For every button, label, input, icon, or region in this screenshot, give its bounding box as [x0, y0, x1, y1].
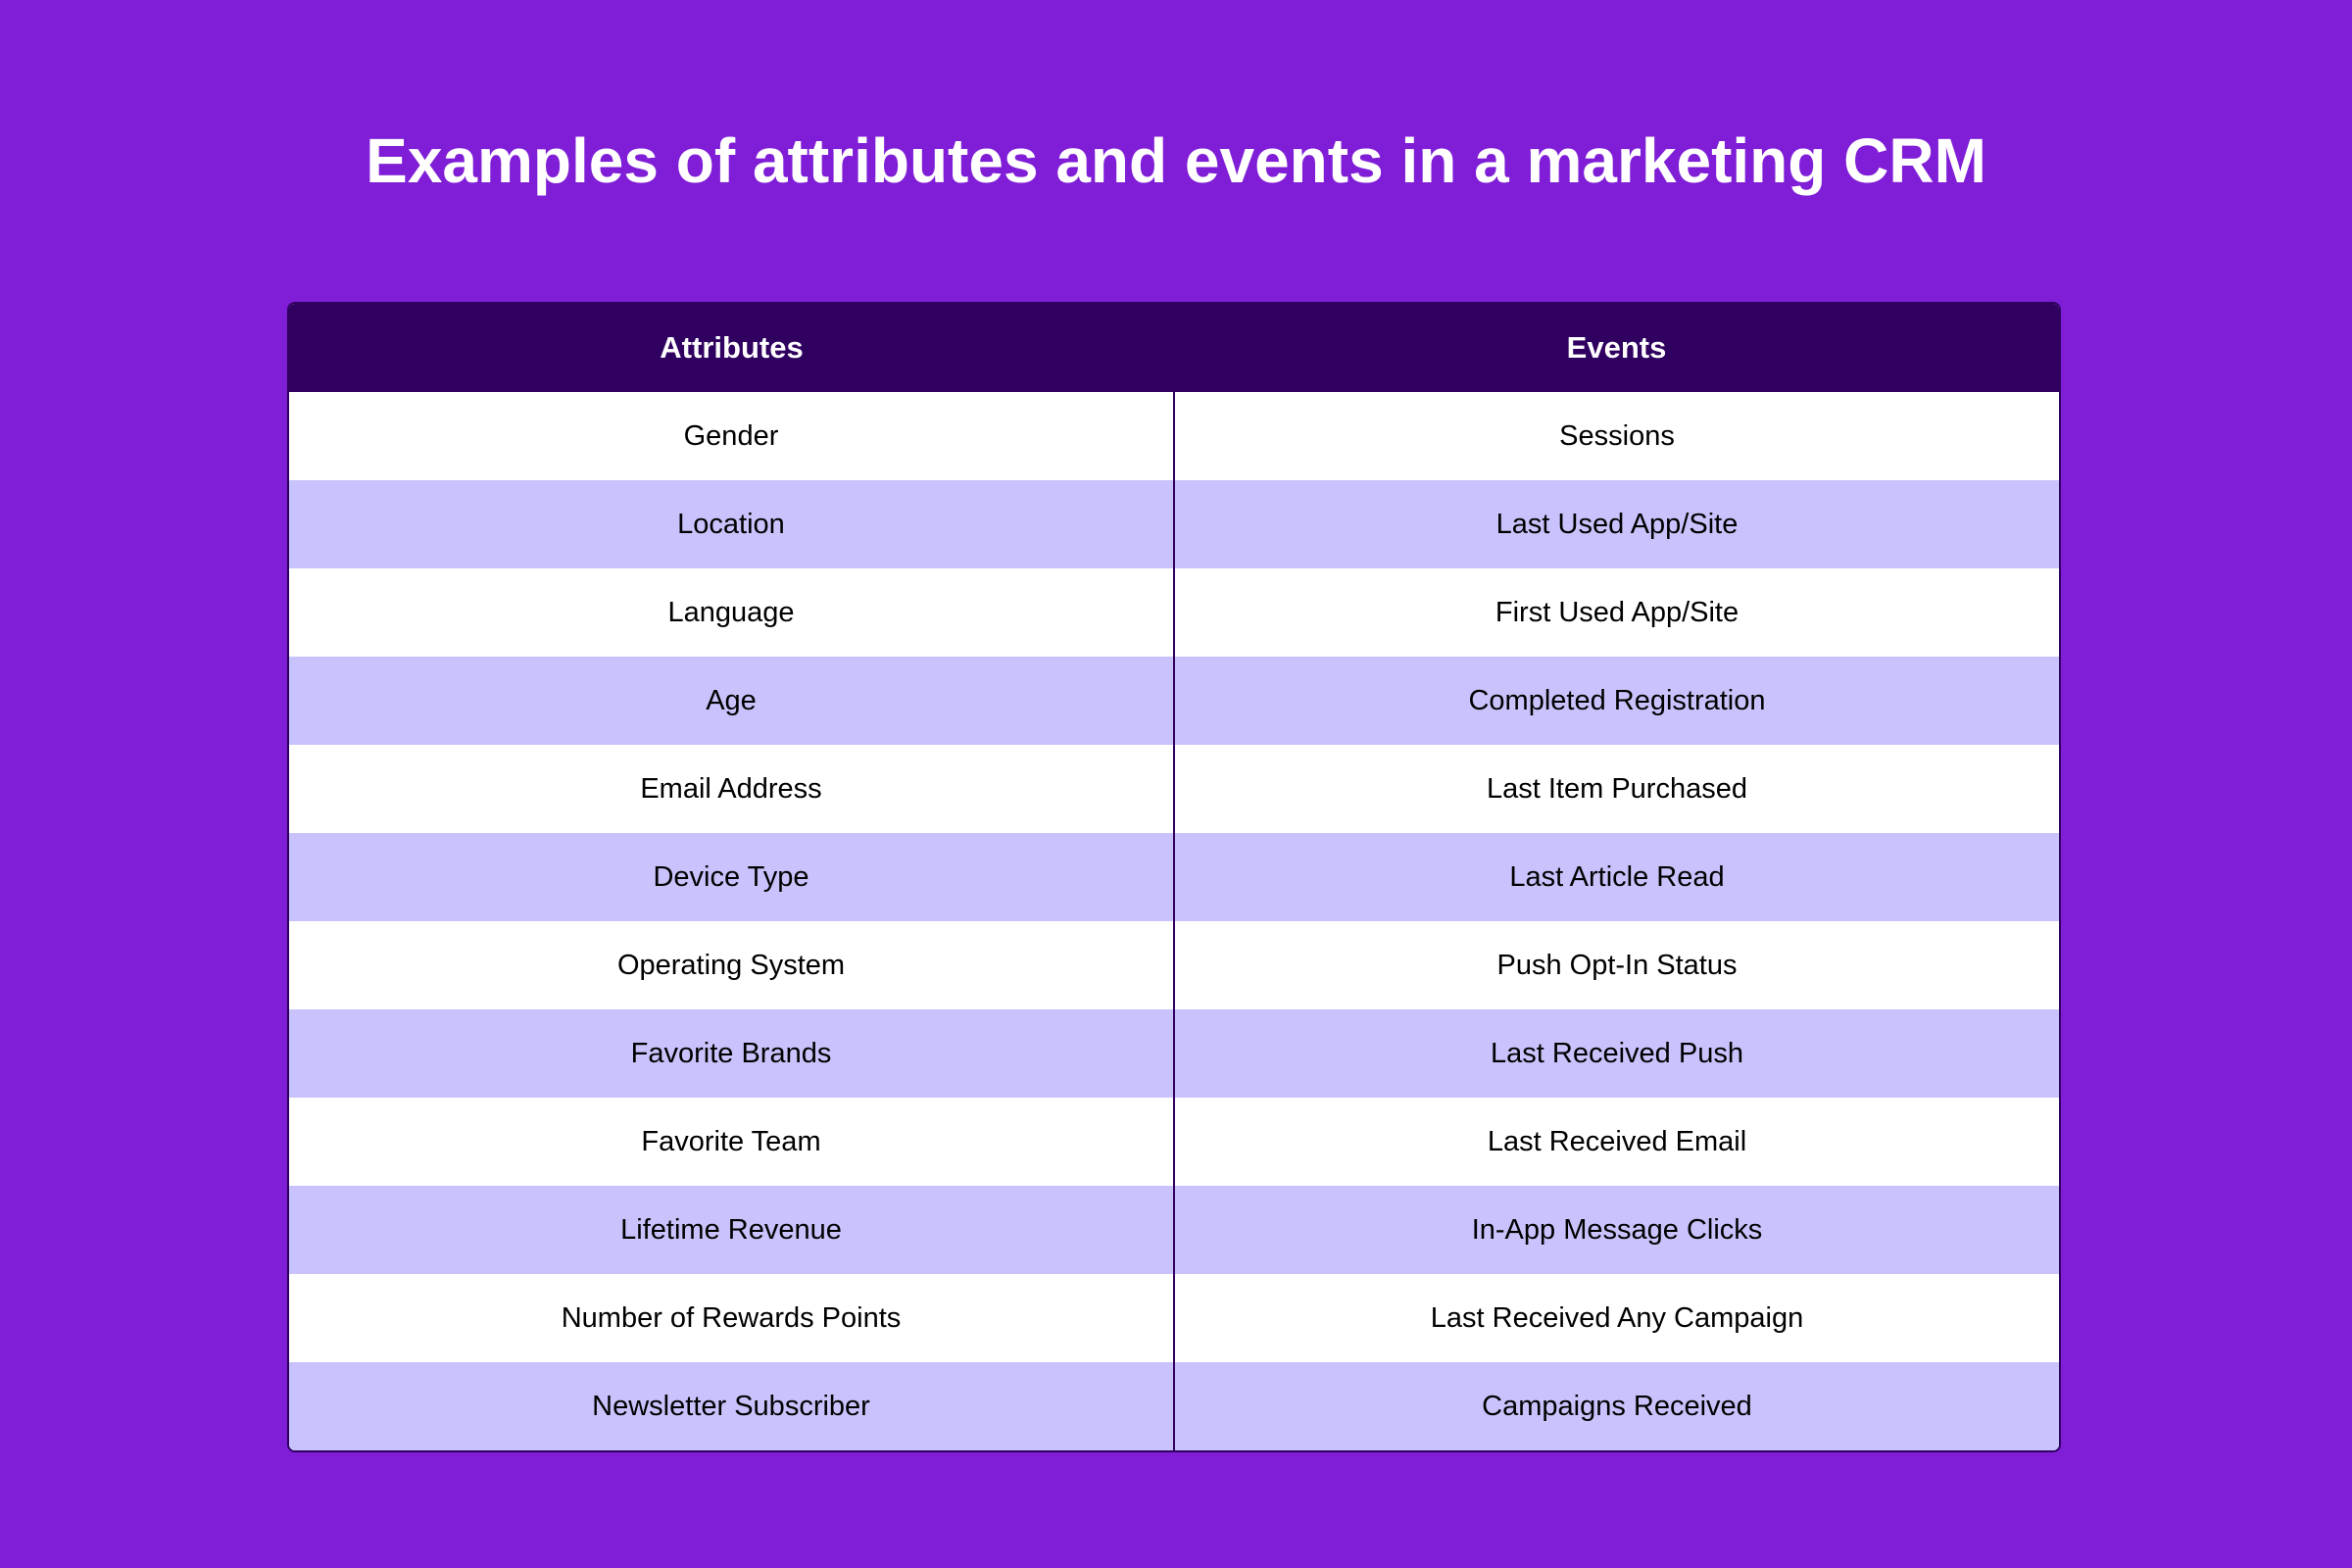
event-cell: Last Received Any Campaign: [1430, 1301, 1804, 1334]
event-cell: Sessions: [1559, 419, 1675, 452]
attribute-cell: Gender: [289, 392, 1175, 480]
table-row: Email Address Last Item Purchased: [289, 745, 2059, 833]
attribute-cell: Favorite Brands: [289, 1009, 1175, 1098]
page-title: Examples of attributes and events in a m…: [366, 125, 1986, 196]
event-cell: Last Article Read: [1509, 860, 1725, 893]
crm-table: Attributes Events Gender Sessions Location…: [287, 302, 2061, 1452]
attribute-cell: Location: [289, 480, 1175, 568]
attribute-cell: Email Address: [289, 745, 1175, 833]
table-row: Age Completed Registration: [289, 657, 2059, 745]
table-row: Lifetime Revenue In-App Message Clicks: [289, 1186, 2059, 1274]
event-cell: Push Opt-In Status: [1496, 949, 1738, 981]
event-cell: Last Item Purchased: [1487, 772, 1747, 805]
attribute-cell: Age: [289, 657, 1175, 745]
table-row: Newsletter Subscriber Campaigns Received: [289, 1362, 2059, 1450]
event-cell: First Used App/Site: [1494, 596, 1740, 628]
table-header: Attributes Events: [289, 304, 2059, 392]
event-cell: Last Received Email: [1487, 1125, 1747, 1157]
table-row: Language First Used App/Site: [289, 568, 2059, 657]
header-events: Events: [1566, 330, 1667, 365]
attribute-cell: Device Type: [289, 833, 1175, 921]
table-row: Device Type Last Article Read: [289, 833, 2059, 921]
attribute-cell: Language: [289, 568, 1175, 657]
event-cell: Completed Registration: [1468, 684, 1766, 716]
event-cell: Last Received Push: [1491, 1037, 1743, 1069]
attribute-cell: Favorite Team: [289, 1098, 1175, 1186]
table-row: Location Last Used App/Site: [289, 480, 2059, 568]
table-row: Gender Sessions: [289, 392, 2059, 480]
attribute-cell: Lifetime Revenue: [289, 1186, 1175, 1274]
table-row: Favorite Brands Last Received Push: [289, 1009, 2059, 1098]
table-row: Operating System Push Opt-In Status: [289, 921, 2059, 1009]
event-cell: In-App Message Clicks: [1471, 1213, 1763, 1246]
attribute-cell: Newsletter Subscriber: [289, 1362, 1175, 1450]
attribute-cell: Number of Rewards Points: [289, 1274, 1175, 1362]
event-cell: Last Used App/Site: [1495, 508, 1739, 540]
attribute-cell: Operating System: [289, 921, 1175, 1009]
table-row: Number of Rewards Points Last Received An…: [289, 1274, 2059, 1362]
table-row: Favorite Team Last Received Email: [289, 1098, 2059, 1186]
header-attributes: Attributes: [660, 330, 804, 365]
event-cell: Campaigns Received: [1482, 1390, 1752, 1422]
